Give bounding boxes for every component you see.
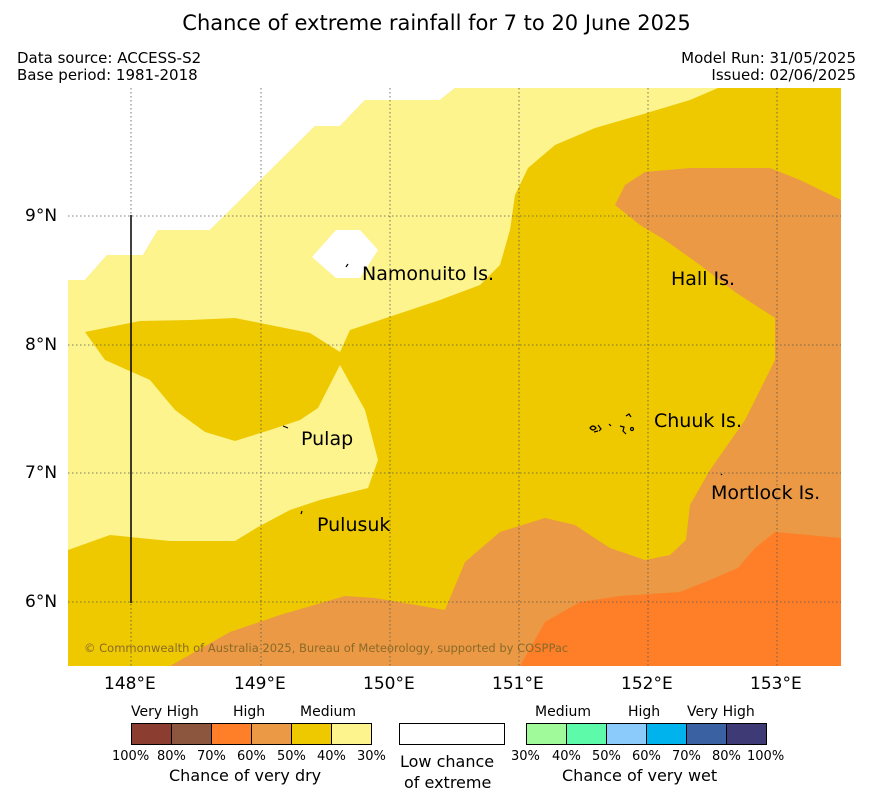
swatch-dry-70-80	[171, 723, 212, 745]
zone-low-chance-north	[68, 88, 455, 280]
zone-low-chance-hole	[312, 230, 378, 278]
graticule	[68, 88, 841, 666]
swatch-wet-30-40	[526, 723, 567, 745]
legend-wet-medium: Medium	[535, 704, 591, 720]
chuuk-islands-mark	[589, 413, 635, 435]
swatch-dry-50-60	[251, 723, 292, 745]
lat-tick-9n: 9°N	[25, 206, 58, 226]
dry-tick-40: 40%	[317, 749, 346, 764]
swatch-wet-60-70	[646, 723, 687, 745]
dry-tick-80: 80%	[157, 749, 186, 764]
legend-dry-very-high: Very High	[131, 704, 199, 720]
wet-tick-100: 100%	[747, 749, 785, 764]
dry-tick-30: 30%	[357, 749, 386, 764]
pulusuk-island-mark	[300, 510, 303, 515]
issued-date: Issued: 02/06/2025	[711, 66, 856, 84]
lon-tick-150: 150°E	[363, 674, 415, 694]
dry-tick-100: 100%	[112, 749, 150, 764]
dry-tick-70: 70%	[197, 749, 226, 764]
lon-tick-152: 152°E	[621, 674, 673, 694]
copyright-text: © Commonwealth of Australia 2025, Bureau…	[84, 641, 568, 655]
model-run: Model Run: 31/05/2025	[681, 49, 856, 67]
pulap-island-mark	[282, 425, 289, 429]
lat-tick-6n: 6°N	[25, 592, 58, 612]
dry-tick-60: 60%	[237, 749, 266, 764]
legend-wet-very-high: Very High	[687, 704, 755, 720]
swatch-low-chance	[399, 723, 505, 745]
label-mortlock: Mortlock Is.	[711, 482, 821, 504]
swatch-dry-30-40	[331, 723, 372, 745]
lon-tick-148: 148°E	[104, 674, 156, 694]
wet-tick-30: 30%	[511, 749, 540, 764]
swatch-wet-50-60	[606, 723, 647, 745]
wet-tick-50: 50%	[592, 749, 621, 764]
map-title: Chance of extreme rainfall for 7 to 20 J…	[182, 11, 691, 35]
mortlock-island-mark	[720, 473, 723, 476]
lon-tick-153: 153°E	[750, 674, 802, 694]
lon-tick-149: 149°E	[234, 674, 286, 694]
swatch-wet-40-50	[566, 723, 607, 745]
label-pulusuk: Pulusuk	[317, 514, 391, 536]
wet-tick-40: 40%	[552, 749, 581, 764]
label-pulap: Pulap	[301, 428, 354, 450]
swatch-dry-60-70	[211, 723, 252, 745]
namonuito-island-mark	[345, 263, 349, 268]
label-chuuk: Chuuk Is.	[654, 410, 742, 432]
swatch-wet-70-80	[686, 723, 727, 745]
data-source: Data source: ACCESS-S2	[17, 49, 202, 67]
legend-wet-caption: Chance of very wet	[562, 766, 718, 785]
legend-wet-high: High	[628, 704, 661, 720]
base-period: Base period: 1981-2018	[17, 66, 198, 84]
lat-tick-7n: 7°N	[25, 463, 58, 483]
lon-tick-151: 151°E	[492, 674, 544, 694]
label-namonuito: Namonuito Is.	[362, 263, 495, 285]
wet-tick-70: 70%	[672, 749, 701, 764]
wet-tick-80: 80%	[712, 749, 741, 764]
label-hall: Hall Is.	[671, 268, 736, 290]
legend-dry-high: High	[233, 704, 266, 720]
zone-dry-60-70	[520, 532, 841, 666]
legend-dry-medium: Medium	[300, 704, 356, 720]
wet-tick-60: 60%	[632, 749, 661, 764]
zone-dry-30-40-north	[68, 88, 718, 550]
legend-low-line2: of extreme	[404, 773, 492, 792]
swatch-dry-80-100	[131, 723, 172, 745]
legend-dry-caption: Chance of very dry	[169, 766, 322, 785]
lat-tick-8n: 8°N	[25, 335, 58, 355]
swatch-wet-80-100	[726, 723, 767, 745]
legend-low-line1: Low chance	[400, 752, 495, 771]
dry-tick-50: 50%	[277, 749, 306, 764]
swatch-dry-40-50	[291, 723, 332, 745]
